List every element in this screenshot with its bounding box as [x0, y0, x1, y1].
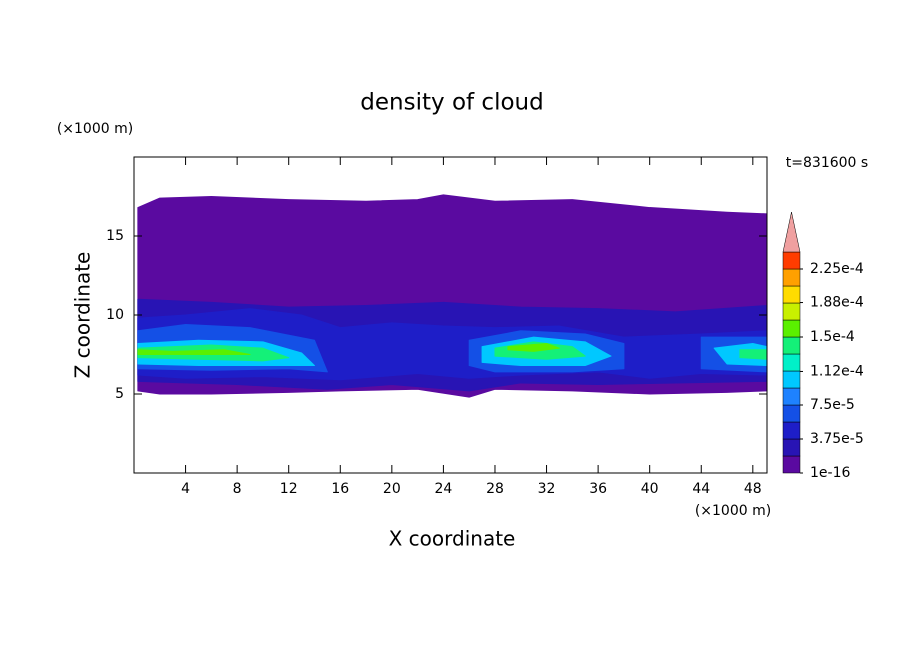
x-tick-label: 40: [641, 481, 659, 497]
colorbar-box: [782, 251, 801, 270]
colorbar-box: [782, 370, 801, 389]
colorbar-tick-label: 1.88e-4: [810, 295, 864, 311]
x-tick-label: 16: [331, 481, 349, 497]
colorbar-box: [782, 438, 801, 457]
contour-region: [507, 342, 560, 352]
colorbar-extend: [782, 211, 801, 253]
colorbar-box: [782, 319, 801, 338]
colorbar-box: [782, 404, 801, 423]
y-tick-label: 10: [106, 307, 124, 323]
colorbar-box: [782, 455, 801, 474]
colorbar-tick-label: 1e-16: [810, 465, 850, 481]
x-tick-label: 8: [233, 481, 242, 497]
colorbar-box: [782, 285, 801, 304]
colorbar-box: [782, 302, 801, 321]
contour-region: [137, 349, 251, 355]
x-tick-label: 44: [692, 481, 710, 497]
y-tick-label: 5: [115, 386, 124, 402]
x-tick-label: 12: [280, 481, 298, 497]
x-tick-label: 28: [486, 481, 504, 497]
y-unit: (×1000 m): [57, 121, 133, 137]
chart-title: density of cloud: [360, 90, 543, 116]
x-unit: (×1000 m): [695, 503, 771, 519]
colorbar-box: [782, 336, 801, 355]
colorbar-box: [782, 421, 801, 440]
colorbar-tick-label: 3.75e-5: [810, 431, 864, 447]
contour-region: [739, 349, 768, 360]
y-tick-label: 15: [106, 228, 124, 244]
x-tick-label: 32: [538, 481, 556, 497]
colorbar-tick-label: 7.5e-5: [810, 397, 855, 413]
x-tick-label: 20: [383, 481, 401, 497]
colorbar-tick-label: 2.25e-4: [810, 261, 864, 277]
x-tick-label: 24: [434, 481, 452, 497]
y-axis-label: Z coordinate: [71, 252, 95, 379]
x-axis-label: X coordinate: [389, 527, 516, 551]
colorbar-tick-label: 1.5e-4: [810, 329, 855, 345]
x-tick-label: 36: [589, 481, 607, 497]
x-tick-label: 4: [181, 481, 190, 497]
colorbar-tick-label: 1.12e-4: [810, 363, 864, 379]
annotation: t=831600 s: [786, 155, 868, 171]
colorbar-box: [782, 353, 801, 372]
colorbar-box: [782, 387, 801, 406]
x-tick-label: 48: [744, 481, 762, 497]
colorbar-box: [782, 268, 801, 287]
